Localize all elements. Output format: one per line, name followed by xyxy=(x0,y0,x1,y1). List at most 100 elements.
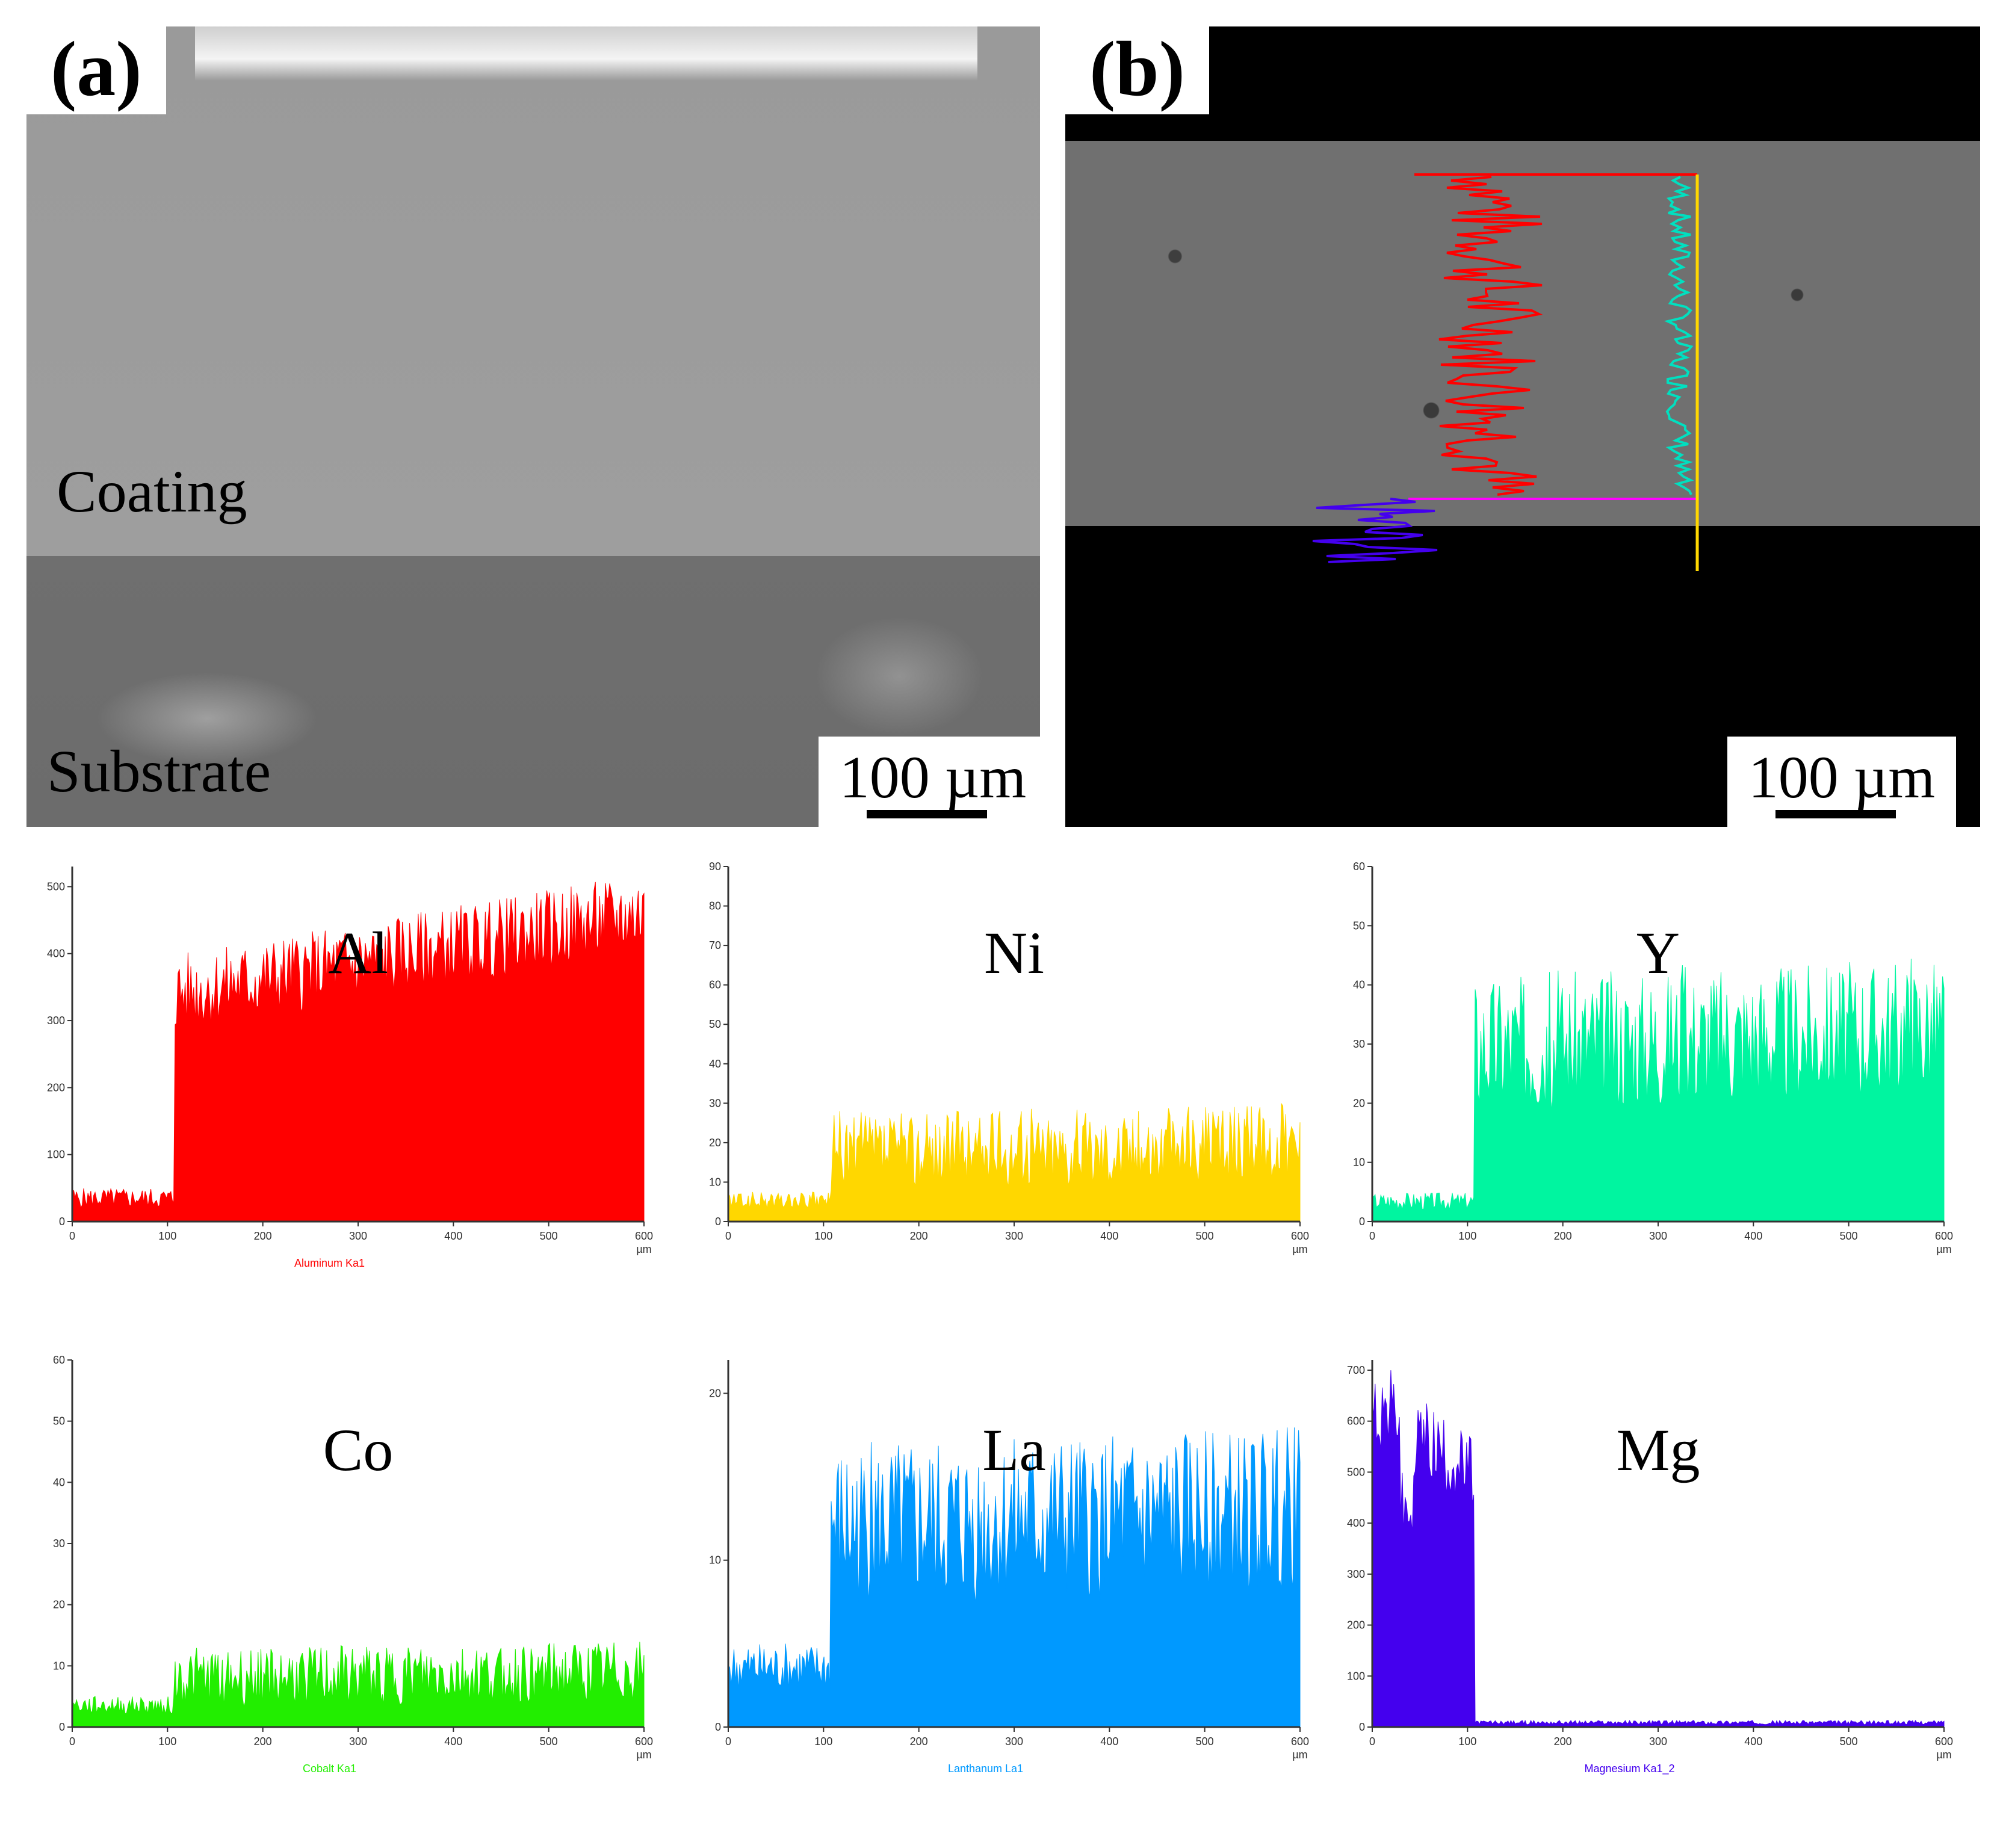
spectrum-footer-label: Aluminum Ka1 xyxy=(294,1257,365,1269)
x-tick-label: 300 xyxy=(1649,1735,1667,1748)
element-label: Mg xyxy=(1617,1417,1700,1483)
element-label: Al xyxy=(328,919,388,986)
spectrum-area-la xyxy=(728,1427,1301,1728)
x-tick-label: 100 xyxy=(158,1735,176,1748)
y-tick-label: 300 xyxy=(1347,1568,1365,1580)
y-tick-label: 30 xyxy=(1353,1038,1365,1050)
bright-edge xyxy=(195,26,977,81)
y-tick-label: 90 xyxy=(709,861,721,873)
x-tick-label: 100 xyxy=(814,1230,832,1242)
x-tick-label: 500 xyxy=(1196,1735,1214,1748)
x-tick-label: 300 xyxy=(349,1735,367,1748)
y-tick-label: 40 xyxy=(53,1476,65,1488)
coating-band xyxy=(1065,141,1980,526)
substrate-label: Substrate xyxy=(47,738,271,805)
spectrum-y xyxy=(1372,959,1945,1222)
line-scan-overlay xyxy=(1312,173,1699,571)
y-tick-label: 0 xyxy=(59,1721,65,1733)
y-tick-label: 500 xyxy=(1347,1466,1365,1478)
x-tick-label: 600 xyxy=(1935,1735,1953,1748)
x-tick-label: 500 xyxy=(1840,1230,1858,1242)
scan-trace-al xyxy=(1438,176,1543,496)
panel-label-a: (a) xyxy=(26,26,166,114)
y-tick-label: 100 xyxy=(47,1149,65,1161)
scale-bar-label-a: 100 µm xyxy=(839,744,1027,811)
y-tick-label: 0 xyxy=(1359,1721,1365,1733)
x-unit-label: µm xyxy=(636,1749,651,1761)
x-tick-label: 300 xyxy=(1005,1230,1023,1242)
scale-bar-label-b: 100 µm xyxy=(1748,744,1936,811)
spectrum-area-al xyxy=(72,882,645,1222)
y-tick-label: 40 xyxy=(709,1058,721,1070)
y-tick-label: 20 xyxy=(709,1387,721,1399)
x-tick-label: 0 xyxy=(725,1230,731,1242)
x-tick-label: 100 xyxy=(814,1735,832,1748)
x-tick-label: 0 xyxy=(69,1735,75,1748)
x-tick-label: 400 xyxy=(1744,1735,1762,1748)
spectrum-area-mg xyxy=(1372,1370,1945,1728)
x-tick-label: 0 xyxy=(69,1230,75,1242)
spectrum-mg xyxy=(1372,1370,1945,1728)
y-tick-label: 0 xyxy=(1359,1216,1365,1228)
element-label: Y xyxy=(1636,919,1680,986)
x-tick-label: 600 xyxy=(635,1735,653,1748)
y-tick-label: 50 xyxy=(709,1018,721,1030)
y-tick-label: 200 xyxy=(1347,1619,1365,1631)
x-unit-label: µm xyxy=(1292,1749,1307,1761)
x-tick-label: 500 xyxy=(1840,1735,1858,1748)
y-tick-label: 60 xyxy=(1353,861,1365,873)
sem-image-panel-b: (b) 100 µm xyxy=(1065,26,1980,827)
element-label: La xyxy=(982,1417,1045,1483)
x-tick-label: 600 xyxy=(635,1230,653,1242)
x-unit-label: µm xyxy=(1936,1243,1951,1255)
y-tick-label: 600 xyxy=(1347,1415,1365,1427)
y-tick-label: 80 xyxy=(709,900,721,912)
chart-mg: 0 100 200 300 400 500 600 µm 0 100 200 300 400 500 600… xyxy=(1336,1348,1962,1781)
y-tick-label: 10 xyxy=(709,1176,721,1188)
x-tick-label: 100 xyxy=(158,1230,176,1242)
chart-ni: 0 100 200 300 400 500 600 µm 0 10 20 30 40 50 60 70 80 90… xyxy=(692,854,1318,1276)
spectrum-ni xyxy=(728,1102,1301,1222)
scale-bar-b: 100 µm xyxy=(1727,737,1956,827)
y-tick-label: 60 xyxy=(53,1354,65,1366)
scan-trace-mg xyxy=(1312,498,1438,563)
y-tick-label: 30 xyxy=(53,1537,65,1550)
scale-bar-line-b xyxy=(1775,810,1896,818)
y-tick-label: 0 xyxy=(715,1721,721,1733)
x-tick-label: 600 xyxy=(1291,1735,1309,1748)
spectrum-al xyxy=(72,882,645,1222)
x-tick-label: 300 xyxy=(349,1230,367,1242)
x-tick-label: 300 xyxy=(1005,1735,1023,1748)
spectrum-area-co xyxy=(72,1642,645,1728)
y-tick-label: 0 xyxy=(59,1216,65,1228)
x-tick-label: 0 xyxy=(725,1735,731,1748)
x-tick-label: 500 xyxy=(540,1735,558,1748)
x-tick-label: 200 xyxy=(910,1230,928,1242)
x-tick-label: 600 xyxy=(1935,1230,1953,1242)
y-tick-label: 20 xyxy=(709,1137,721,1149)
spectrum-footer-label: Cobalt Ka1 xyxy=(303,1763,356,1775)
panel-label-b: (b) xyxy=(1065,26,1209,114)
y-tick-label: 0 xyxy=(715,1216,721,1228)
y-tick-label: 500 xyxy=(47,880,65,892)
x-tick-label: 500 xyxy=(540,1230,558,1242)
y-tick-label: 200 xyxy=(47,1081,65,1093)
element-label: Ni xyxy=(984,919,1044,986)
x-tick-label: 200 xyxy=(254,1230,272,1242)
y-tick-label: 60 xyxy=(709,979,721,991)
y-tick-label: 50 xyxy=(53,1415,65,1427)
spectrum-co xyxy=(72,1642,645,1728)
y-tick-label: 10 xyxy=(709,1554,721,1566)
coating-label: Coating xyxy=(57,458,247,525)
x-tick-label: 0 xyxy=(1369,1735,1375,1748)
spectrum-footer-label: Magnesium Ka1_2 xyxy=(1584,1763,1674,1775)
x-tick-label: 400 xyxy=(444,1735,462,1748)
element-label: Co xyxy=(323,1417,394,1483)
x-unit-label: µm xyxy=(1292,1243,1307,1255)
x-tick-label: 100 xyxy=(1458,1230,1476,1242)
y-tick-label: 100 xyxy=(1347,1670,1365,1682)
y-tick-label: 700 xyxy=(1347,1364,1365,1376)
chart-al: 0 100 200 300 400 500 600 µm 0 100 200 300 400 500 Al A… xyxy=(36,854,662,1276)
